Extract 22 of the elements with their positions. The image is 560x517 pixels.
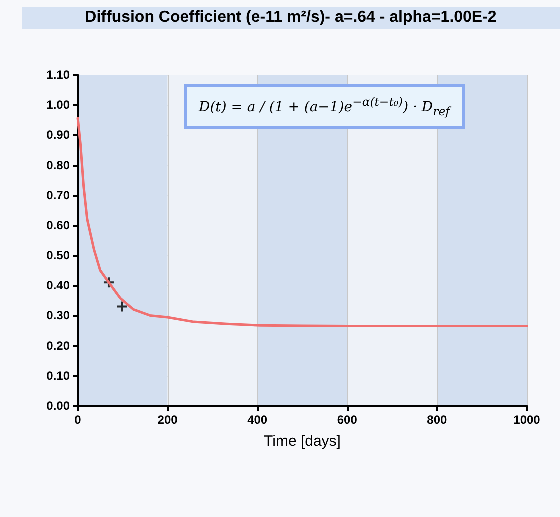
- x-tick-label: 400: [248, 413, 268, 427]
- x-axis-title: Time [days]: [264, 433, 341, 450]
- y-tick-label: 1.10: [46, 68, 70, 82]
- y-tick-label: 0.90: [46, 128, 70, 142]
- chart-title: Diffusion Coefficient (e-11 m²/s)- a=.64 - alpha=1.00E-2: [22, 7, 560, 29]
- y-tick-label: 0.10: [46, 368, 70, 383]
- y-tick-label: 0.00: [46, 399, 70, 413]
- y-tick-label: 0.30: [46, 308, 70, 323]
- x-tick-label: 200: [158, 413, 178, 427]
- y-tick-label: 0.60: [46, 218, 70, 232]
- annotation: D(t) = a / (1 + (a−1)e$^{−α(t−t₀)}$) · D$_{ref}$: [184, 84, 465, 130]
- x-tick-label: 600: [337, 413, 358, 427]
- y-tick-label: 0.40: [46, 278, 70, 293]
- y-tick-label: 0.80: [46, 158, 70, 172]
- x-tick-label: 1000: [514, 413, 541, 427]
- x-tick-label: 800: [427, 413, 448, 427]
- y-tick-label: 0.50: [46, 248, 70, 263]
- x-tick-label: 0: [74, 413, 82, 427]
- y-tick-label: 0.20: [46, 338, 70, 353]
- y-tick-label: 1.00: [46, 98, 70, 112]
- line-series: [76, 117, 528, 328]
- y-tick-label: 0.70: [46, 188, 70, 202]
